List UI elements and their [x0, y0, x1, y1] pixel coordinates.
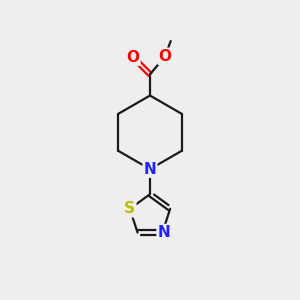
Text: N: N	[158, 225, 170, 240]
Text: N: N	[144, 162, 156, 177]
Text: O: O	[159, 49, 172, 64]
Text: O: O	[126, 50, 140, 65]
Text: S: S	[124, 201, 135, 216]
